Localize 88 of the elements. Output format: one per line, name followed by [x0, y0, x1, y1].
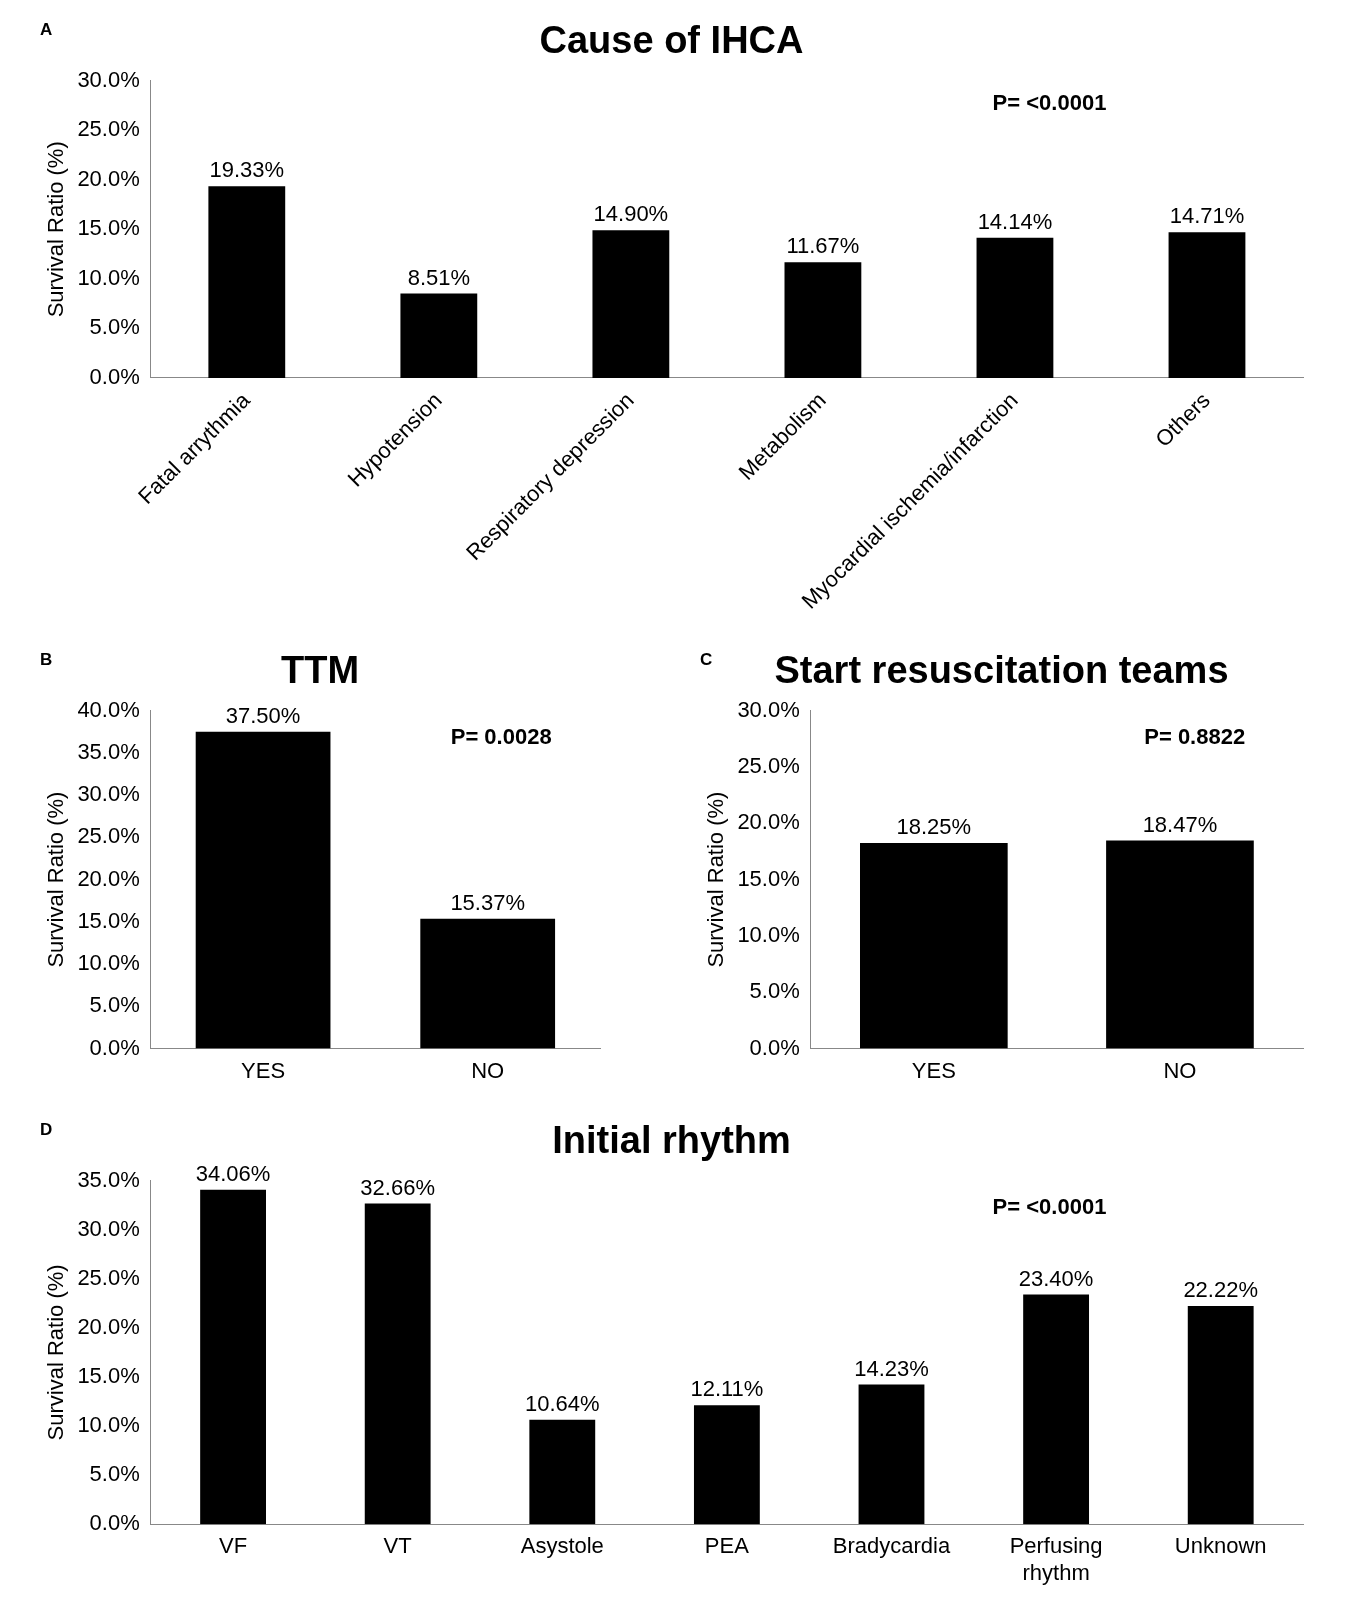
y-tick-label: 15.0% [77, 1363, 140, 1389]
y-tick-label: 10.0% [737, 922, 800, 947]
data-label: 32.66% [360, 1174, 435, 1200]
x-tick-label: NO [1163, 1057, 1197, 1083]
x-tick-label: VT [383, 1533, 412, 1559]
y-tick-label: 25.0% [77, 823, 140, 849]
chart-title: Start resuscitation teams [774, 649, 1229, 692]
y-tick-label: 15.0% [737, 865, 800, 891]
y-tick-label: 25.0% [77, 1264, 140, 1290]
data-label: 10.64% [524, 1390, 600, 1416]
data-label: 14.23% [854, 1355, 929, 1381]
x-tick-label: NO [471, 1057, 505, 1083]
bar [400, 293, 478, 378]
y-tick-label: 5.0% [749, 978, 800, 1004]
bar [858, 1384, 925, 1525]
text: B [40, 650, 53, 670]
y-tick-label: 5.0% [89, 992, 140, 1018]
data-label: 22.22% [1183, 1277, 1259, 1303]
data-label: 14.14% [977, 208, 1053, 234]
annotation: P= <0.0001 [992, 90, 1107, 116]
data-label: 8.51% [407, 264, 471, 290]
annotation: P= 0.8822 [1144, 723, 1246, 749]
bar [200, 1189, 266, 1525]
y-axis-title: Survival Ratio (%) [43, 1264, 69, 1441]
y-tick-label: 0.0% [89, 1510, 140, 1536]
chart-title: TTM [280, 649, 360, 692]
y-axis-title: Survival Ratio (%) [43, 141, 69, 318]
bar [976, 237, 1054, 378]
data-label: 18.25% [896, 814, 972, 840]
y-tick-label: 30.0% [77, 66, 140, 92]
data-label: 12.11% [690, 1376, 764, 1402]
y-tick-label: 0.0% [89, 364, 140, 390]
y-tick-label: 40.0% [77, 696, 140, 722]
data-label: 11.67% [786, 233, 860, 259]
y-axis-title: Survival Ratio (%) [43, 791, 69, 968]
y-tick-label: 25.0% [737, 753, 800, 778]
data-label: 34.06% [195, 1160, 271, 1186]
y-tick-label: 30.0% [737, 696, 800, 722]
chart-title: Initial rhythm [552, 1119, 791, 1162]
data-label: 15.37% [450, 889, 526, 915]
y-tick-label: 10.0% [77, 264, 140, 290]
bar [529, 1419, 596, 1525]
data-label: 18.47% [1142, 811, 1218, 837]
x-tick-label: Bradycardia [832, 1533, 951, 1559]
bar [693, 1405, 760, 1525]
text: D [40, 1120, 53, 1140]
y-tick-label: 0.0% [89, 1034, 140, 1060]
x-tick-label: Asystole [520, 1533, 604, 1559]
bar [1023, 1294, 1090, 1525]
data-label: 14.90% [593, 201, 669, 227]
y-tick-label: 10.0% [77, 950, 140, 976]
x-tick-label: PEA [704, 1533, 750, 1559]
bar [784, 262, 862, 378]
chart-title: Cause of IHCA [539, 19, 804, 62]
text: C [700, 650, 713, 670]
annotation: P= 0.0028 [450, 723, 552, 749]
y-tick-label: 30.0% [77, 781, 140, 807]
x-tick-label: YES [911, 1057, 956, 1083]
y-tick-label: 5.0% [89, 1461, 140, 1487]
y-tick-label: 20.0% [77, 1313, 140, 1339]
x-tick-label: YES [241, 1057, 286, 1083]
y-tick-label: 20.0% [77, 865, 140, 891]
x-tick-label: Unknown [1174, 1533, 1267, 1559]
y-tick-label: 35.0% [77, 1166, 140, 1192]
data-label: 37.50% [225, 702, 301, 728]
annotation: P= <0.0001 [992, 1194, 1107, 1220]
y-tick-label: 15.0% [77, 907, 140, 933]
x-tick-label: Perfusing rhythm [1009, 1533, 1103, 1585]
y-tick-label: 5.0% [89, 314, 140, 340]
y-tick-label: 20.0% [737, 809, 800, 835]
y-tick-label: 35.0% [77, 738, 140, 764]
y-tick-label: 25.0% [77, 116, 140, 142]
bar [208, 186, 286, 378]
bar [1187, 1306, 1254, 1525]
data-label: 14.71% [1169, 203, 1245, 229]
x-tick-label: VF [219, 1533, 248, 1559]
bar [364, 1203, 431, 1525]
text: A [40, 20, 53, 40]
y-tick-label: 30.0% [77, 1215, 140, 1241]
y-tick-label: 10.0% [77, 1412, 140, 1438]
y-tick-label: 0.0% [749, 1034, 800, 1060]
data-label: 19.33% [209, 157, 285, 183]
bar [1168, 232, 1246, 378]
y-tick-label: 15.0% [77, 215, 140, 241]
data-label: 23.40% [1018, 1265, 1094, 1291]
bar [592, 230, 670, 378]
y-axis-title: Survival Ratio (%) [703, 791, 729, 968]
y-tick-label: 20.0% [77, 165, 140, 191]
